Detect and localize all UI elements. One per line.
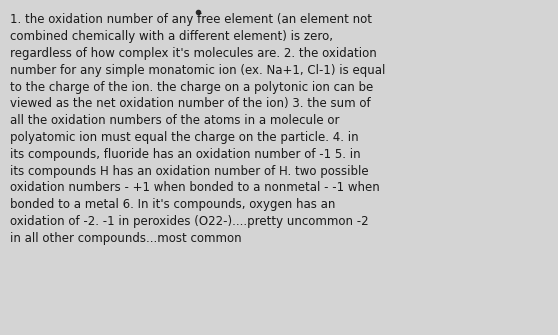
Text: 1. the oxidation number of any free element (an element not
combined chemically : 1. the oxidation number of any free elem… (10, 13, 386, 245)
